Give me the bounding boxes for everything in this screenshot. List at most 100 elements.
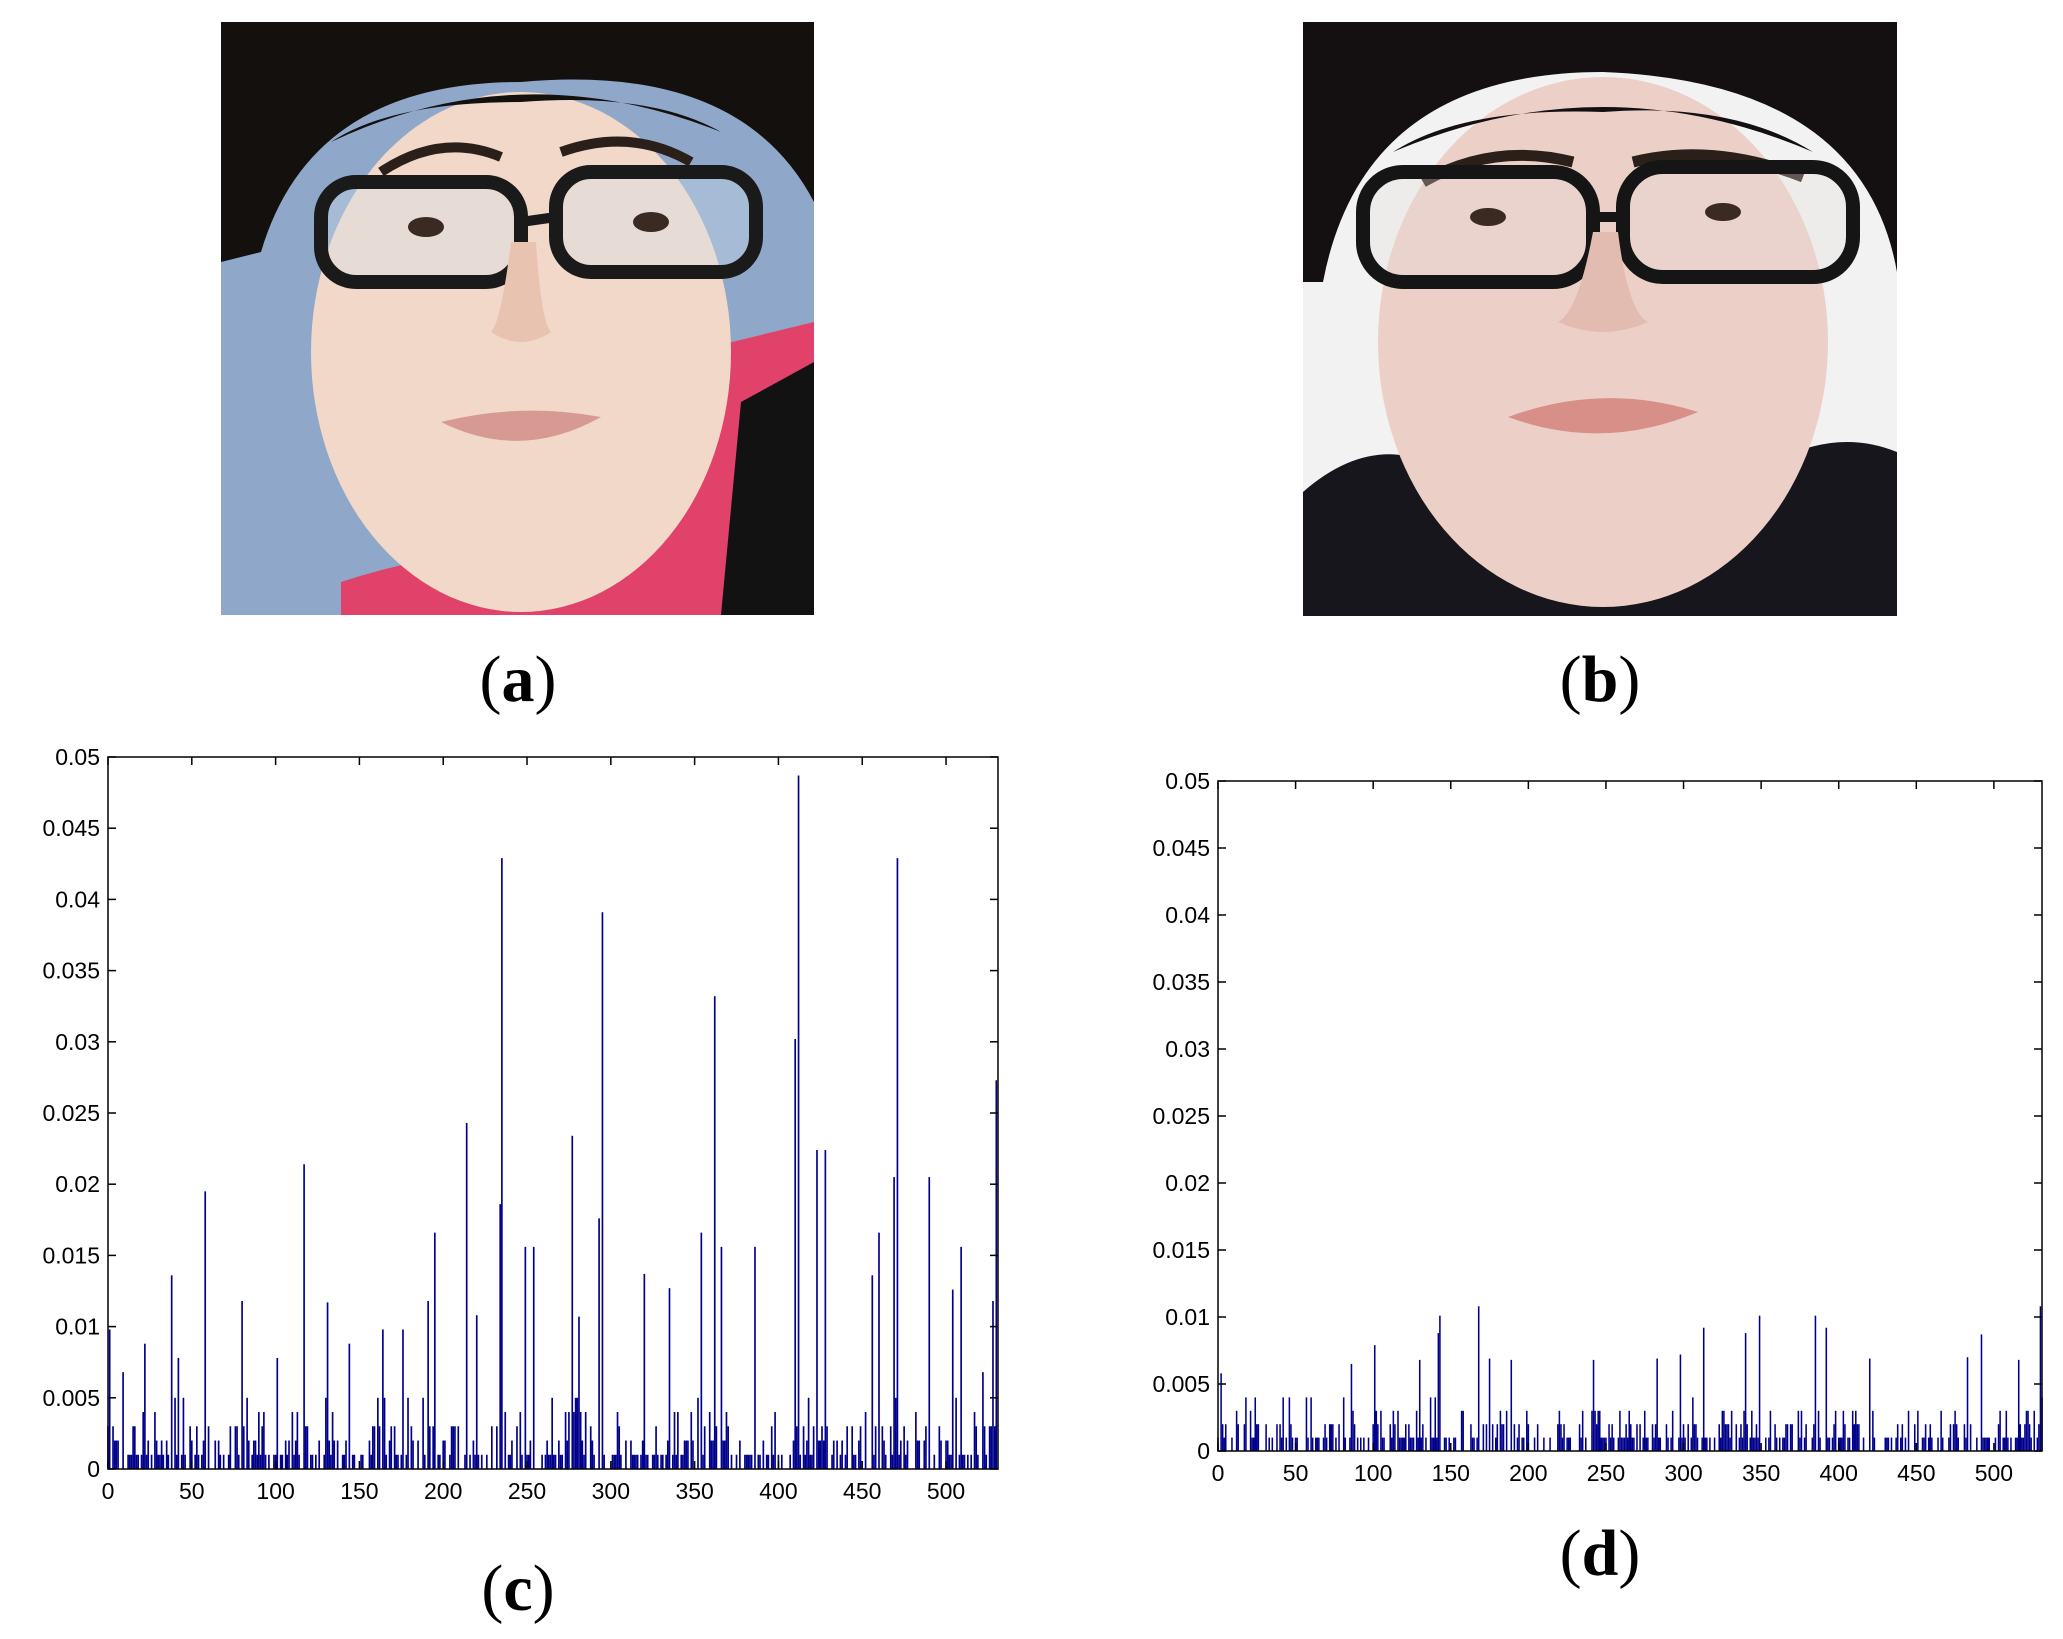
bar-peak [1656, 1358, 1658, 1451]
bar [1499, 1410, 1502, 1451]
hair [1303, 22, 1897, 282]
bar [1887, 1437, 1890, 1451]
bar [666, 1440, 669, 1469]
bar [1901, 1424, 1904, 1451]
bar [323, 1454, 326, 1469]
bar [703, 1426, 706, 1469]
bar [615, 1454, 617, 1469]
bar [1318, 1437, 1320, 1451]
bar [254, 1440, 257, 1469]
bar [1907, 1410, 1910, 1451]
bar [620, 1454, 622, 1469]
bar [390, 1426, 393, 1469]
bar [196, 1426, 198, 1469]
bar [1718, 1424, 1720, 1451]
y-tick-label: 0.005 [42, 1385, 100, 1411]
bar [1243, 1424, 1246, 1451]
bar [1460, 1410, 1463, 1451]
bar [112, 1426, 114, 1469]
bar [687, 1440, 689, 1469]
bar [558, 1440, 560, 1469]
bar [1521, 1437, 1523, 1451]
bar [1417, 1437, 1419, 1451]
bar [351, 1454, 354, 1469]
bar [477, 1454, 480, 1469]
bar [1314, 1437, 1317, 1451]
bar [400, 1454, 403, 1469]
bar-peak [1510, 1359, 1513, 1451]
bar [1800, 1410, 1803, 1451]
bar [117, 1440, 119, 1469]
bar [1890, 1437, 1893, 1451]
bar [1597, 1410, 1599, 1451]
bar [273, 1454, 275, 1469]
bar [603, 1454, 605, 1469]
bar [1723, 1410, 1725, 1451]
bar [1397, 1410, 1399, 1451]
bar [859, 1426, 862, 1469]
y-tick-label: 0 [1197, 1438, 1210, 1464]
bar [1422, 1424, 1424, 1451]
bar [1647, 1437, 1649, 1451]
bar [1322, 1437, 1325, 1451]
bar [1411, 1437, 1413, 1451]
bar [1310, 1397, 1312, 1451]
bar [1927, 1437, 1930, 1451]
bar [1485, 1424, 1488, 1451]
bar [1713, 1437, 1716, 1451]
bar [945, 1440, 947, 1469]
bar [237, 1454, 240, 1469]
bar [1636, 1424, 1638, 1451]
bar [1392, 1410, 1395, 1451]
y-axis: 0 0.005 0.01 0.015 0.02 0.025 0.03 0.035 0.04 0.0… [42, 744, 998, 1482]
bar [1778, 1437, 1781, 1451]
bar [1330, 1424, 1333, 1451]
bar [1681, 1437, 1683, 1451]
bar [1847, 1437, 1849, 1451]
bar-peak [928, 1177, 931, 1469]
bar [1324, 1424, 1326, 1451]
bar [1325, 1437, 1328, 1451]
bar [165, 1440, 168, 1469]
y-tick-label: 0.025 [42, 1100, 100, 1126]
bar [1563, 1424, 1565, 1451]
x-tick-label: 200 [1509, 1460, 1547, 1486]
bar [819, 1440, 822, 1469]
bar [2036, 1437, 2039, 1451]
y-tick-label: 0.035 [42, 958, 100, 984]
bar-peak [1488, 1358, 1491, 1451]
bar [2002, 1437, 2004, 1451]
bar [1963, 1424, 1966, 1451]
bar [145, 1454, 148, 1469]
bar [1651, 1424, 1654, 1451]
bar [1237, 1424, 1239, 1451]
bar [948, 1454, 951, 1469]
bar [1566, 1437, 1568, 1451]
bar [259, 1454, 262, 1469]
bar [2030, 1437, 2032, 1451]
x-tick-label: 250 [508, 1478, 546, 1504]
bar [770, 1426, 773, 1469]
left-eye [1470, 208, 1506, 226]
bar [1617, 1437, 1620, 1451]
bar [780, 1454, 783, 1469]
bar [611, 1454, 614, 1469]
bar [846, 1426, 848, 1469]
bar [309, 1454, 312, 1469]
bar [950, 1454, 952, 1469]
bar [439, 1454, 441, 1469]
bar [256, 1454, 258, 1469]
y-tick-label: 0.035 [1152, 969, 1210, 995]
bar [291, 1412, 294, 1469]
bar [1581, 1410, 1584, 1451]
bar-peak [578, 1316, 580, 1469]
bar [616, 1412, 619, 1469]
bar [2028, 1424, 2031, 1451]
bar [1454, 1437, 1457, 1451]
caption-d: (d) [1500, 1518, 1700, 1590]
bar [799, 1454, 802, 1469]
bar [1482, 1424, 1485, 1451]
bar [1560, 1424, 1562, 1451]
